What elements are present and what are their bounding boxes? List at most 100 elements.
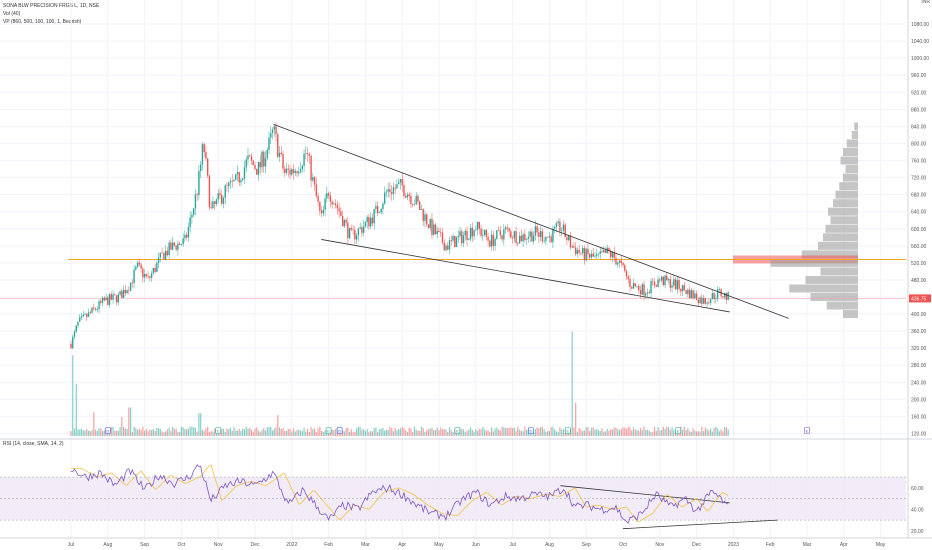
volume-legend[interactable]: Vol (40) [3, 11, 21, 17]
volume-bar [410, 428, 412, 436]
candle-body [629, 278, 631, 288]
volume-profile-bar [845, 165, 858, 174]
volume-bar [504, 427, 507, 436]
volume-bar [172, 426, 174, 436]
candle-body [334, 203, 337, 206]
volume-bar [186, 429, 188, 436]
candle-body [666, 275, 668, 281]
candle-body [156, 262, 158, 272]
volume-profile-bar [828, 207, 858, 216]
volume-bar [710, 428, 712, 436]
price-tick-label: 960.00 [911, 73, 927, 79]
volume-bar [80, 428, 83, 436]
volume-bar [273, 428, 275, 436]
volume-bar [694, 430, 696, 436]
candle-body [401, 178, 403, 186]
volume-bar [375, 427, 377, 436]
rsi-legend[interactable]: RSI (14, close, SMA, 14, 2) [3, 441, 64, 447]
volume-bar [189, 426, 191, 436]
candle-body [631, 287, 633, 289]
volume-bar [77, 429, 79, 436]
candle-body [180, 244, 183, 245]
candle-body [464, 230, 466, 236]
rsi-layer [71, 464, 729, 524]
candle-body [275, 126, 277, 135]
volume-bar [466, 431, 468, 436]
symbol-legend[interactable]: SONA BLW PRECISION FRGS L, 1D, NSE [3, 3, 100, 9]
volume-bar [427, 429, 430, 436]
volume-bar [606, 428, 608, 436]
volume-bar [305, 431, 307, 436]
candle-body [163, 252, 165, 260]
rsi-line [71, 464, 729, 524]
candle-body [312, 177, 314, 181]
candle-body [396, 184, 398, 189]
volume-bar [378, 429, 381, 436]
time-tick-label: Nov [655, 542, 664, 548]
candle-body [405, 196, 407, 198]
candle-body [697, 299, 700, 304]
candle-body [228, 182, 230, 186]
volume-bar [499, 430, 501, 436]
volume-profile-bar [854, 122, 858, 131]
volume-bar [292, 428, 295, 436]
volume-profile-legend[interactable]: VP (860, 500, 100, 100, 1, Bearish) [3, 19, 82, 25]
event-marker [105, 427, 111, 434]
volume-bar [494, 428, 496, 436]
volume-bar [533, 432, 535, 436]
volume-bar [354, 431, 356, 436]
volume-profile-bar [830, 216, 858, 225]
candle-body [511, 237, 514, 239]
candle-body [301, 165, 304, 169]
candle-body [115, 295, 118, 303]
time-tick-label: May [876, 542, 886, 548]
candle-body [329, 195, 332, 202]
candle-body [112, 294, 114, 300]
trendlines-layer[interactable] [273, 123, 789, 530]
rsi-trendline [560, 485, 730, 504]
candle-body [567, 235, 570, 241]
candle-body [182, 238, 184, 245]
volume-bar [641, 430, 643, 436]
candle-body [79, 317, 81, 322]
volume-bar [224, 431, 226, 436]
candle-body [611, 251, 614, 258]
candle-body [236, 172, 239, 175]
candle-body [119, 291, 121, 295]
candle-body [173, 242, 176, 246]
volume-bar [73, 428, 76, 436]
volume-bar [696, 431, 698, 436]
volume-bar [236, 430, 239, 436]
candle-body [683, 285, 686, 291]
candle-body [294, 171, 297, 173]
volume-bar [688, 431, 691, 436]
volume-profile-bar [823, 233, 858, 242]
volume-bar [512, 428, 514, 436]
volume-bar [387, 429, 389, 436]
volume-bar [306, 428, 309, 436]
candle-body [196, 194, 198, 195]
candle-body [553, 226, 556, 229]
candle-body [87, 312, 90, 317]
candle-body [72, 336, 74, 349]
volume-bar [219, 431, 221, 436]
volume-bar [657, 427, 659, 436]
candle-body [525, 238, 528, 240]
volume-bar [610, 429, 612, 436]
volume-bar [717, 428, 719, 436]
price-tick-label: 280.00 [911, 363, 927, 369]
price-tick-label: 1080.00 [911, 22, 929, 28]
volume-bar [720, 429, 722, 436]
volume-bar [194, 427, 197, 436]
volume-bar [166, 429, 168, 436]
volume-profile-bar [810, 293, 858, 301]
volume-bar [179, 432, 181, 436]
volume-bar [168, 427, 170, 436]
volume-bar [275, 427, 277, 436]
candle-body [226, 185, 228, 186]
candle-body [164, 250, 167, 260]
volume-bar [561, 429, 563, 436]
candle-body [140, 264, 142, 269]
